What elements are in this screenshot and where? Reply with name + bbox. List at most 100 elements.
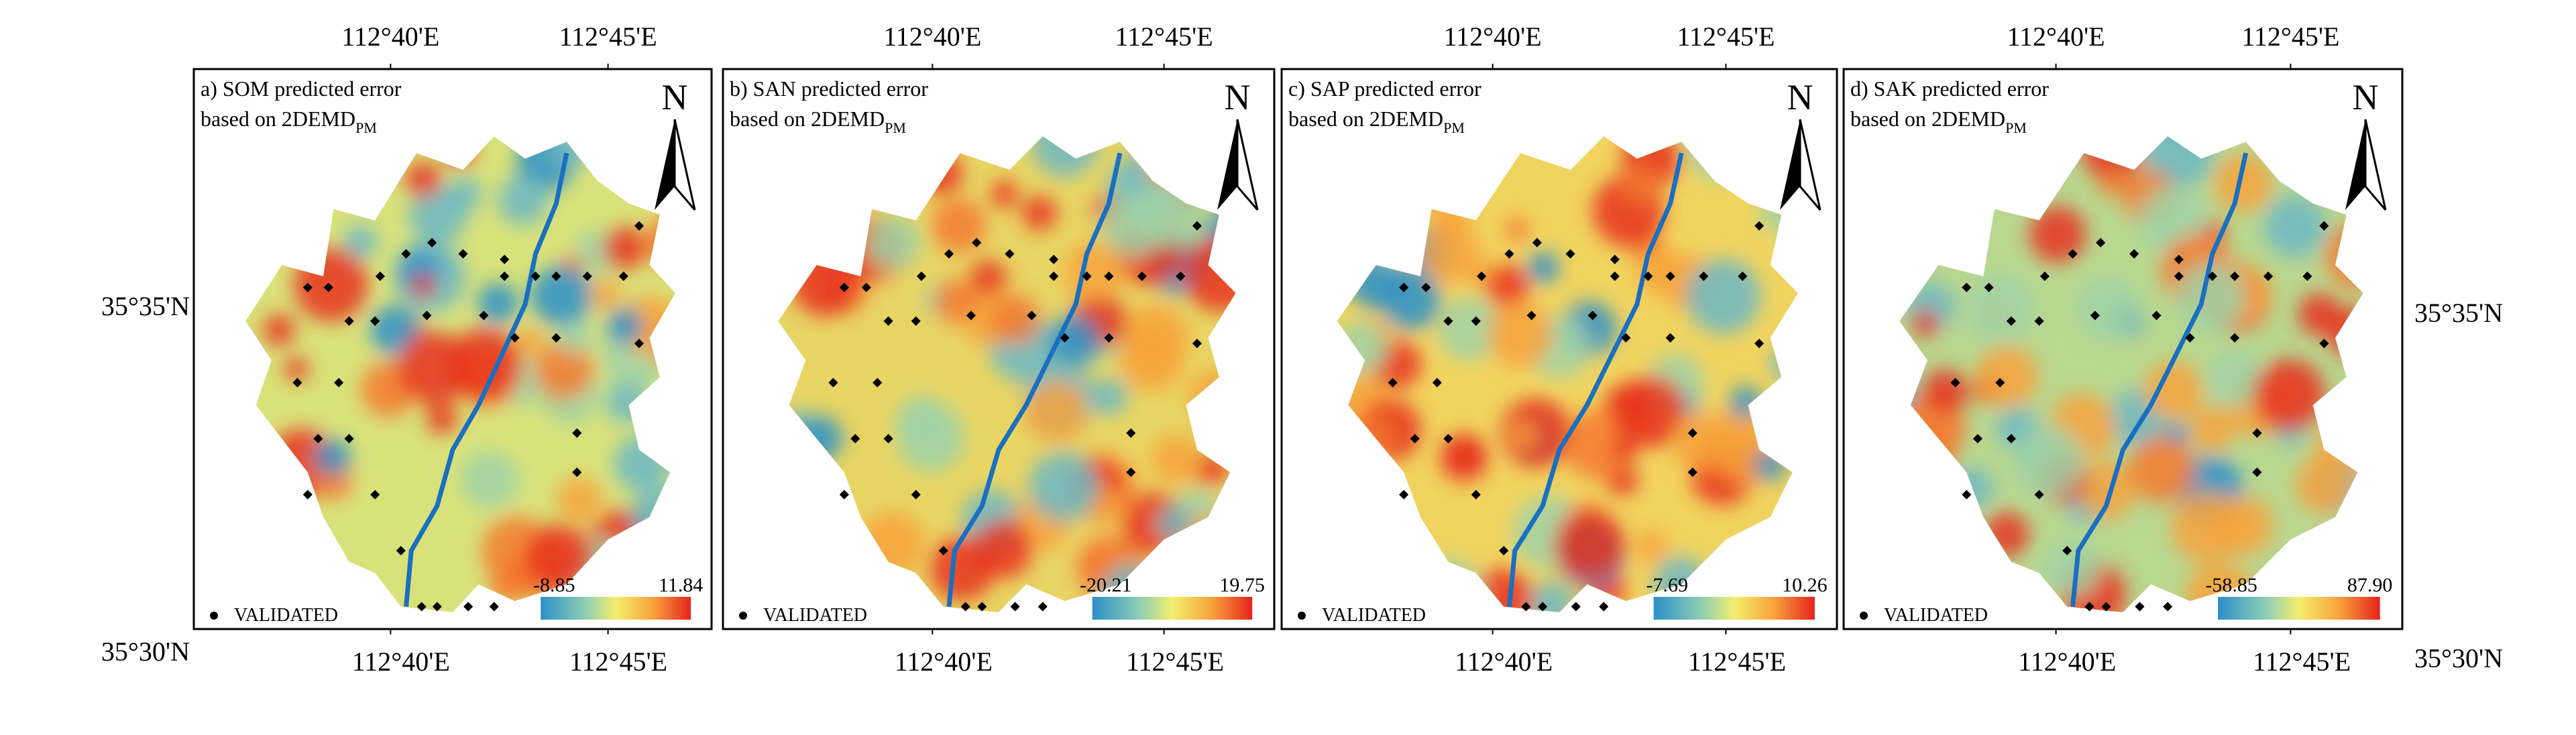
- heat-blob: [447, 176, 482, 212]
- heat-blob: [2029, 206, 2086, 263]
- heat-blob: [460, 451, 519, 509]
- river: [1506, 152, 1684, 607]
- heat-blob: [1685, 259, 1761, 334]
- heat-blob: [397, 331, 471, 405]
- validated-point: [530, 271, 541, 282]
- legend-label: VALIDATED: [234, 605, 338, 626]
- subscript: PM: [355, 119, 377, 136]
- heat-blob: [2128, 435, 2196, 503]
- north-arrow-right: [673, 119, 696, 211]
- heat-blob: [932, 198, 987, 253]
- heat-blob: [2144, 361, 2204, 421]
- top-tick-label: 112°45'E: [1677, 21, 1775, 52]
- legend-label: VALIDATED: [1322, 605, 1426, 626]
- bottom-tick-label: 112°45'E: [1688, 646, 1786, 677]
- validated-point: [839, 490, 849, 500]
- validated-point: [1176, 271, 1186, 282]
- validated-point: [850, 434, 860, 444]
- colorbar: [1653, 597, 1815, 620]
- heat-blob: [1976, 345, 2038, 408]
- colorbar: [2218, 597, 2380, 620]
- legend-label: VALIDATED: [763, 605, 867, 626]
- heat-blob: [2263, 195, 2326, 258]
- validated-point: [401, 249, 411, 259]
- heat-blob: [477, 282, 518, 324]
- validated-point: [323, 282, 333, 292]
- heat-blob: [284, 357, 309, 382]
- heat-blob: [525, 523, 593, 591]
- validated-point: [479, 310, 489, 321]
- colorbar-min: -58.85: [2205, 574, 2257, 596]
- validated-point: [1137, 271, 1147, 282]
- validated-point: [960, 602, 970, 612]
- bottom-tick-label: 112°40'E: [1455, 646, 1553, 677]
- top-tick-label: 112°40'E: [2007, 21, 2105, 52]
- validated-point: [861, 282, 871, 292]
- validated-point: [1038, 602, 1048, 612]
- colorbar: [541, 597, 691, 620]
- heat-blob: [342, 225, 378, 260]
- heat-blob: [864, 214, 921, 271]
- validated-point: [463, 602, 473, 612]
- validated-point: [1126, 428, 1136, 438]
- validated-point: [458, 249, 468, 259]
- validated-point: [966, 310, 976, 321]
- heat-blob: [1438, 297, 1502, 361]
- heat-blob: [1380, 270, 1441, 330]
- validated-point: [1005, 249, 1015, 259]
- validated-point: [551, 271, 561, 282]
- validated-point: [944, 249, 954, 259]
- validated-point: [500, 271, 510, 282]
- heat-blob: [2043, 540, 2101, 596]
- north-label: N: [1225, 77, 1251, 117]
- heat-blob: [1447, 435, 1482, 469]
- heat-blob: [2208, 350, 2265, 407]
- top-tick-label: 112°40'E: [1444, 21, 1542, 52]
- validated-point: [344, 316, 354, 326]
- heat-blob: [589, 278, 622, 310]
- validated-point: [839, 282, 849, 292]
- heat-blob: [934, 279, 978, 324]
- validated-point: [375, 271, 385, 282]
- heat-blob: [2214, 154, 2273, 213]
- bottom-tick-label: 112°40'E: [352, 646, 450, 677]
- legend-label: VALIDATED: [1884, 605, 1988, 626]
- validated-point: [370, 316, 380, 326]
- heat-blob: [1485, 264, 1530, 308]
- heat-blob: [969, 260, 1007, 297]
- validated-point: [1060, 333, 1070, 343]
- heat-blob: [2213, 495, 2273, 556]
- heat-blob: [534, 339, 594, 399]
- validated-point: [313, 434, 323, 444]
- top-tick-label: 112°40'E: [341, 21, 439, 52]
- top-tick-label: 112°45'E: [559, 21, 657, 52]
- colorbar-min: -8.85: [533, 574, 575, 596]
- validated-point: [1049, 271, 1059, 282]
- heat-blob: [1554, 510, 1626, 581]
- heat-blob: [1672, 412, 1732, 471]
- heat-blob: [2098, 170, 2125, 197]
- north-label: N: [662, 77, 688, 117]
- left-lat-label: 35°35'N: [101, 291, 190, 321]
- validated-point: [883, 316, 893, 326]
- bottom-tick-label: 112°45'E: [1126, 646, 1224, 677]
- heat-blob: [2296, 455, 2354, 514]
- right-lat-label: 35°35'N: [2414, 298, 2503, 328]
- panel-title: a) SOM predicted error: [201, 76, 402, 101]
- heat-blob: [1510, 422, 1537, 449]
- validated-point: [500, 254, 510, 264]
- validated-point: [302, 490, 313, 500]
- heat-blob: [405, 162, 442, 198]
- validated-point: [489, 602, 499, 612]
- subscript: PM: [2005, 119, 2027, 136]
- heat-blob: [1527, 581, 1575, 612]
- validated-point: [1104, 333, 1114, 343]
- validated-point: [634, 221, 644, 231]
- river: [946, 152, 1123, 607]
- validated-point: [1104, 271, 1114, 282]
- north-label: N: [1787, 77, 1813, 117]
- heat-blob: [1029, 451, 1099, 522]
